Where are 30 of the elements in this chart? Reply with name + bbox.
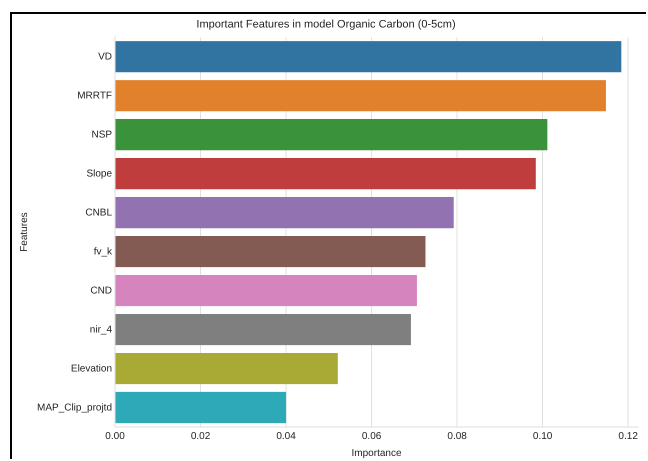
x-tick-label: 0.08	[447, 430, 468, 442]
y-tick-label: nir_4	[90, 324, 112, 336]
bar	[116, 352, 338, 384]
y-tick-label: Elevation	[70, 363, 112, 374]
y-axis-title: Features	[18, 212, 30, 252]
y-tick-label: fv_k	[94, 246, 114, 258]
bar	[116, 392, 286, 424]
bar	[116, 236, 426, 268]
y-tick-label: Slope	[86, 168, 112, 180]
x-tick-label: 0.04	[276, 430, 296, 442]
x-tick-label: 0.02	[190, 430, 211, 442]
x-tick-label: 0.12	[618, 430, 638, 442]
bar	[116, 41, 622, 72]
y-tick-label: MRRTF	[77, 90, 112, 102]
y-tick-label: CNBL	[85, 207, 112, 218]
bar	[116, 158, 536, 190]
x-tick-label: 0.06	[362, 430, 382, 442]
bar	[116, 274, 417, 306]
y-tick-label: CND	[90, 285, 112, 296]
y-tick-label: VD	[98, 51, 112, 62]
chart-title: Important Features in model Organic Carbon (0-5cm)	[196, 18, 456, 31]
bar	[116, 314, 411, 346]
y-tick-label: NSP	[91, 129, 112, 140]
bar	[116, 119, 548, 150]
x-tick-label: 0.00	[105, 430, 126, 442]
bar	[116, 80, 606, 112]
bar	[116, 197, 454, 228]
x-axis-title: Importance	[352, 448, 402, 459]
y-tick-label: MAP_Clip_projtd	[36, 402, 112, 414]
x-tick-label: 0.10	[532, 430, 553, 442]
